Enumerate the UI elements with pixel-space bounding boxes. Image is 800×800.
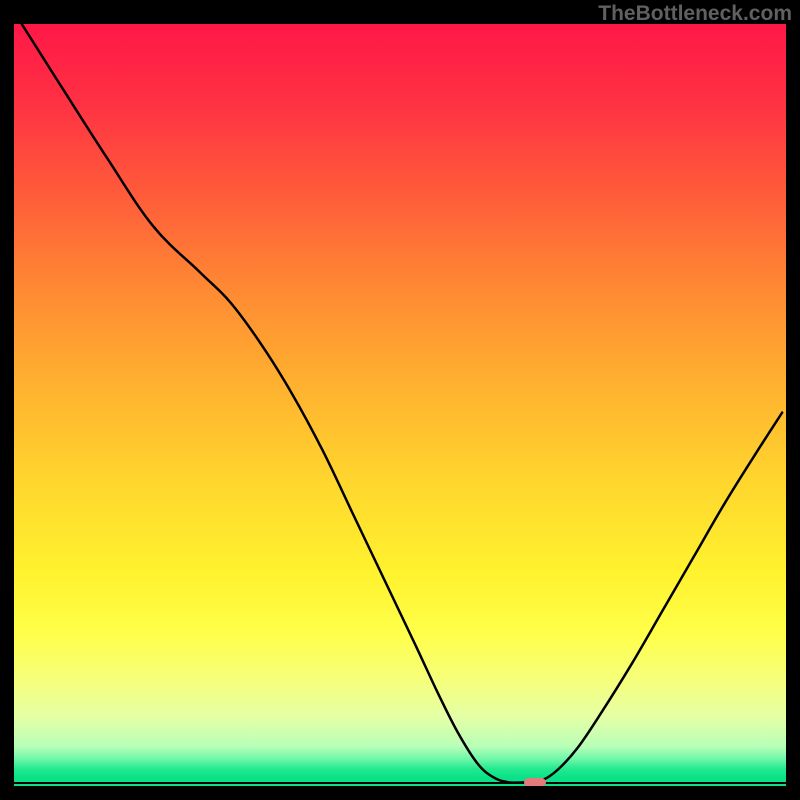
chart-container: { "watermark": { "text": "TheBottleneck.… (0, 0, 800, 800)
optimal-marker (524, 778, 546, 786)
plot-area (14, 24, 786, 786)
watermark-text: TheBottleneck.com (598, 2, 792, 26)
gradient-background (14, 24, 786, 786)
baseline (14, 782, 786, 784)
